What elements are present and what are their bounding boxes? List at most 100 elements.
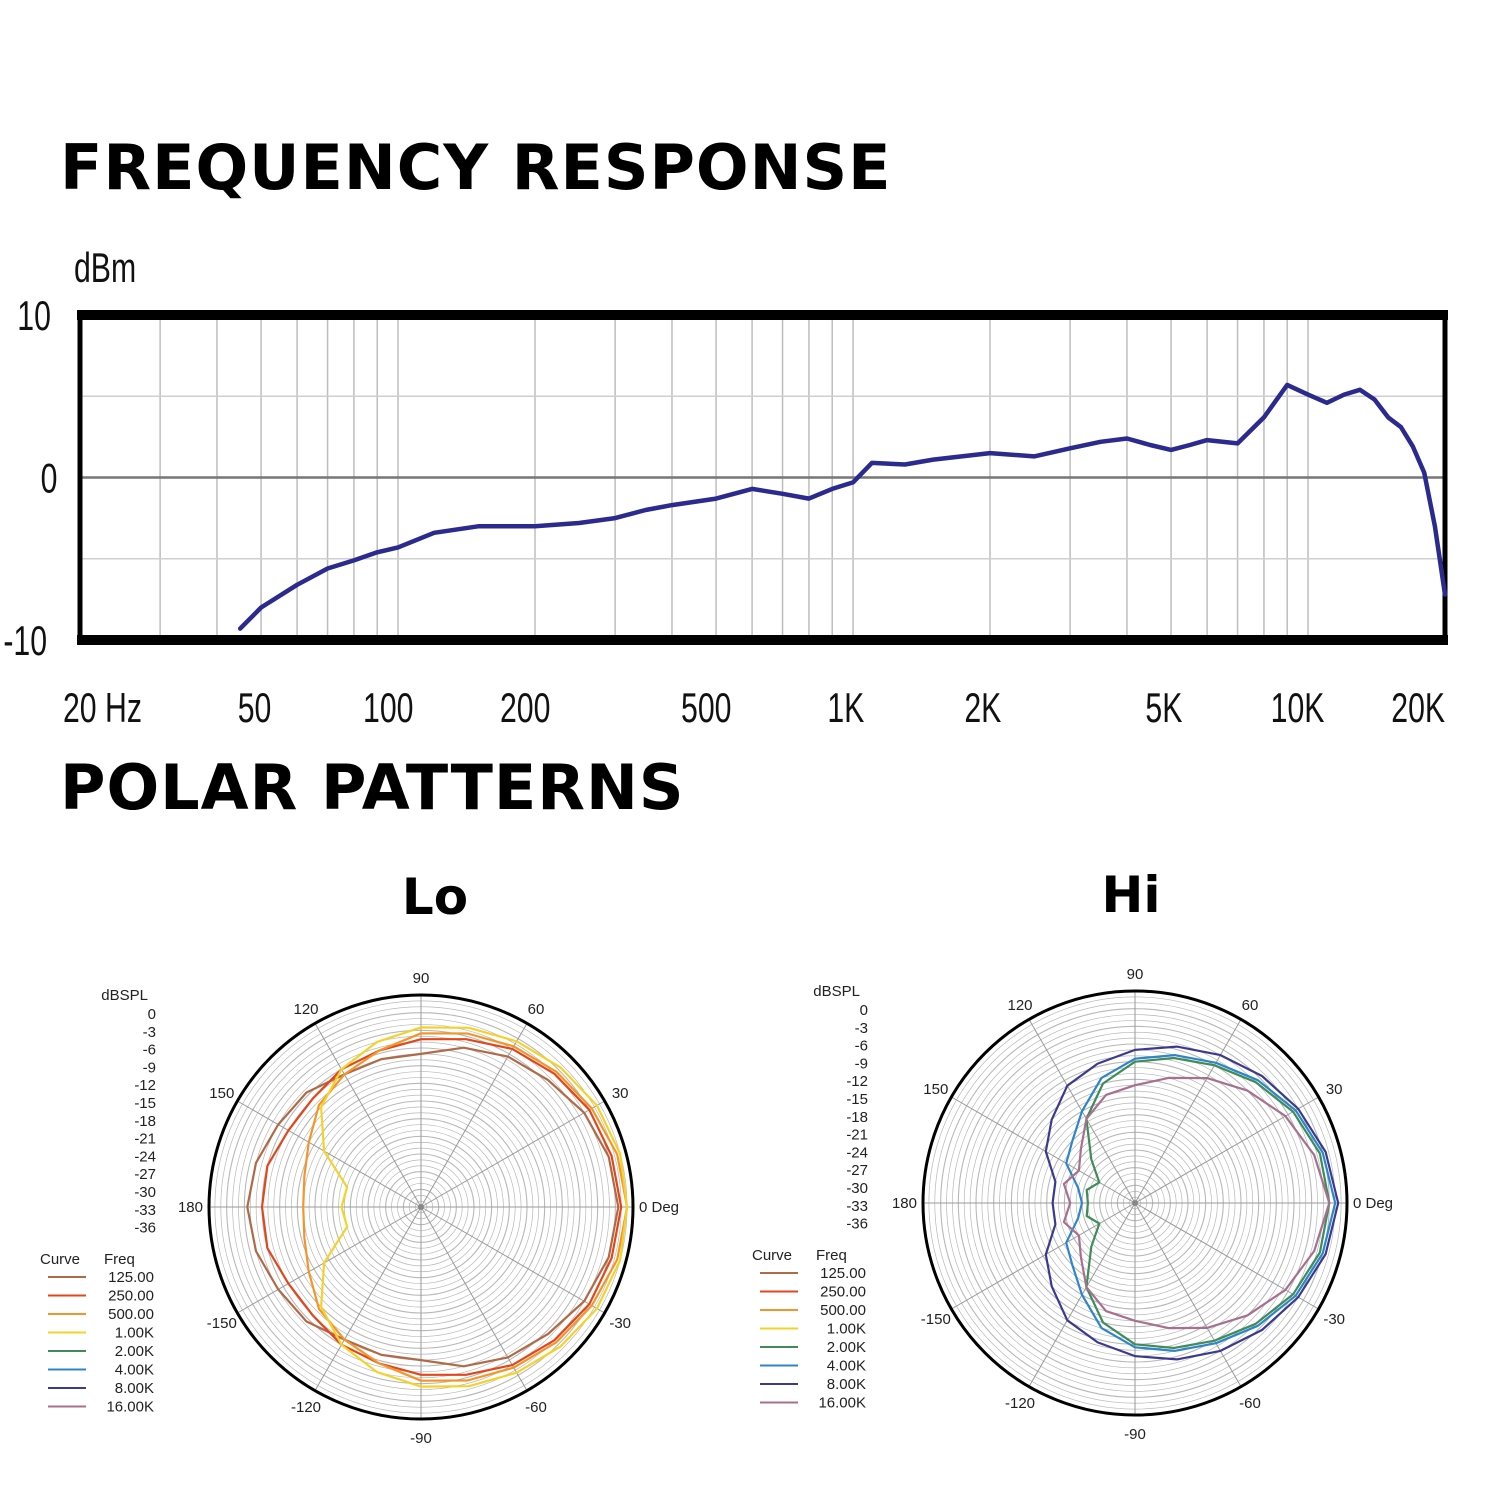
fr-x-tick-label: 2K xyxy=(964,684,1001,731)
polar-lo-angle-label: -90 xyxy=(410,1430,432,1447)
polar-hi-legend-freq-label: 4.00K xyxy=(827,1358,866,1375)
polar-lo-legend-freq-label: 16.00K xyxy=(106,1399,154,1416)
polar-hi-grid-spoke xyxy=(1134,1202,1319,1310)
polar-lo-radial-tick-label: -18 xyxy=(134,1113,156,1130)
fr-y-axis-label: dBm xyxy=(74,244,136,291)
polar-lo-angle-label: -120 xyxy=(291,1399,321,1416)
polar-lo-radial-tick-label: -15 xyxy=(134,1095,156,1112)
polar-hi-grid-spoke xyxy=(1134,1096,1319,1204)
polar-lo-curve xyxy=(320,1026,629,1388)
polar-hi-radial-tick-label: 0 xyxy=(860,1002,868,1019)
polar-lo-radial-tick-label: 0 xyxy=(148,1006,156,1023)
polar-lo-legend-freq-label: 4.00K xyxy=(115,1362,154,1379)
polar-hi-legend-freq-label: 16.00K xyxy=(818,1395,866,1412)
fr-y-tick-label: 10 xyxy=(17,292,51,339)
polar-lo-outer-circle xyxy=(207,993,635,1421)
polar-lo-title: Lo xyxy=(401,868,469,926)
frequency-response-title: FREQUENCY RESPONSE xyxy=(60,131,892,204)
polar-lo-center-dot xyxy=(418,1204,424,1210)
fr-x-tick-label: 50 xyxy=(238,684,272,731)
fr-x-tick-label: 100 xyxy=(363,684,413,731)
polar-hi-title: Hi xyxy=(1101,866,1161,924)
polar-hi-curve xyxy=(1065,1054,1337,1352)
polar-hi-angle-label: -60 xyxy=(1239,1395,1261,1412)
polar-lo-angle-label: 30 xyxy=(612,1085,629,1102)
polar-lo-grid-spoke xyxy=(314,1206,422,1391)
polar-lo-radial-tick-label: -30 xyxy=(134,1184,156,1201)
polar-lo-radial-tick-label: -6 xyxy=(143,1042,156,1059)
polar-hi-radial-tick-label: -15 xyxy=(846,1091,868,1108)
polar-hi-radial-tick-label: -36 xyxy=(846,1216,868,1233)
polar-hi-radial-unit-label: dBSPL xyxy=(813,983,860,1000)
polar-patterns-title: POLAR PATTERNS xyxy=(60,751,685,824)
polar-hi-radial-tick-label: -21 xyxy=(846,1127,868,1144)
polar-lo-grid-spoke xyxy=(420,1023,528,1208)
polar-lo-angle-label: -30 xyxy=(609,1315,631,1332)
polar-hi-radial-tick-label: -3 xyxy=(855,1020,868,1037)
polar-lo-curve xyxy=(246,1046,620,1368)
polar-lo-legend-freq-label: 250.00 xyxy=(108,1288,154,1305)
polar-hi-angle-label: 180 xyxy=(892,1195,917,1212)
polar-lo-grid-spoke xyxy=(237,1206,422,1314)
fr-x-tick-label: 10K xyxy=(1271,684,1325,731)
polar-hi-radial-tick-label: -24 xyxy=(846,1144,868,1161)
polar-hi-angle-label: -30 xyxy=(1323,1311,1345,1328)
polar-lo-radial-tick-label: -3 xyxy=(143,1024,156,1041)
polar-lo-legend-header-curve: Curve xyxy=(40,1251,80,1268)
polar-lo-radial-tick-label: -27 xyxy=(134,1166,156,1183)
fr-x-tick-label: 1K xyxy=(827,684,864,731)
fr-x-tick-label: 200 xyxy=(500,684,550,731)
polar-hi-radial-tick-label: -18 xyxy=(846,1109,868,1126)
polar-lo-radial-tick-label: -12 xyxy=(134,1077,156,1094)
fr-x-tick-label: 500 xyxy=(681,684,731,731)
polar-hi-angle-label: -90 xyxy=(1124,1426,1146,1443)
polar-hi-legend-header-curve: Curve xyxy=(752,1247,792,1264)
polar-hi-legend-freq-label: 8.00K xyxy=(827,1376,866,1393)
polar-lo-radial-tick-label: -36 xyxy=(134,1220,156,1237)
fr-y-tick-label: 0 xyxy=(41,455,58,502)
polar-hi-legend-freq-label: 1.00K xyxy=(827,1321,866,1338)
polar-lo-legend-freq-label: 1.00K xyxy=(115,1325,154,1342)
polar-hi-grid-spoke xyxy=(1134,1019,1242,1204)
polar-lo-legend-freq-label: 2.00K xyxy=(115,1343,154,1360)
polar-lo-curve xyxy=(260,1038,623,1376)
polar-hi-grid-spoke xyxy=(951,1202,1136,1310)
polar-lo-radial-tick-label: -24 xyxy=(134,1148,156,1165)
polar-hi-curve xyxy=(1044,1045,1340,1361)
polar-hi-angle-label: 150 xyxy=(923,1081,948,1098)
polar-hi-legend-freq-label: 500.00 xyxy=(820,1302,866,1319)
polar-hi-radial-tick-label: -12 xyxy=(846,1073,868,1090)
polar-hi-outer-circle xyxy=(921,989,1349,1417)
polar-lo-angle-label: -150 xyxy=(207,1315,237,1332)
polar-lo-angle-label: 60 xyxy=(528,1001,545,1018)
polar-hi-grid-spoke xyxy=(951,1096,1136,1204)
polar-hi-radial-tick-label: -9 xyxy=(855,1055,868,1072)
polar-hi-grid-spoke xyxy=(1134,1202,1242,1387)
polar-lo-grid-spoke xyxy=(420,1206,528,1391)
fr-x-tick-label: 20 Hz xyxy=(63,684,142,731)
polar-lo-angle-label: 180 xyxy=(178,1199,203,1216)
polar-lo-grid-spoke xyxy=(420,1100,605,1208)
polar-lo-radial-tick-label: -9 xyxy=(143,1059,156,1076)
polar-hi-radial-tick-label: -6 xyxy=(855,1038,868,1055)
polar-hi-angle-label: 120 xyxy=(1007,997,1032,1014)
polar-hi-angle-label: 0 Deg xyxy=(1353,1195,1393,1212)
polar-lo-radial-tick-label: -33 xyxy=(134,1202,156,1219)
polar-hi-legend-freq-label: 125.00 xyxy=(820,1265,866,1282)
polar-lo-angle-label: 150 xyxy=(209,1085,234,1102)
polar-lo-angle-label: 90 xyxy=(413,970,430,987)
polar-hi-angle-label: -150 xyxy=(921,1311,951,1328)
polar-hi-legend-freq-label: 2.00K xyxy=(827,1339,866,1356)
polar-lo-legend-freq-label: 8.00K xyxy=(115,1380,154,1397)
polar-hi-center-dot xyxy=(1132,1200,1138,1206)
polar-hi-legend-header-freq: Freq xyxy=(816,1247,847,1264)
polar-hi-radial-tick-label: -27 xyxy=(846,1162,868,1179)
fr-x-tick-label: 20K xyxy=(1391,684,1445,731)
polar-lo-radial-tick-label: -21 xyxy=(134,1131,156,1148)
polar-lo-angle-label: -60 xyxy=(525,1399,547,1416)
polar-hi-radial-tick-label: -30 xyxy=(846,1180,868,1197)
polar-hi-angle-label: 30 xyxy=(1326,1081,1343,1098)
